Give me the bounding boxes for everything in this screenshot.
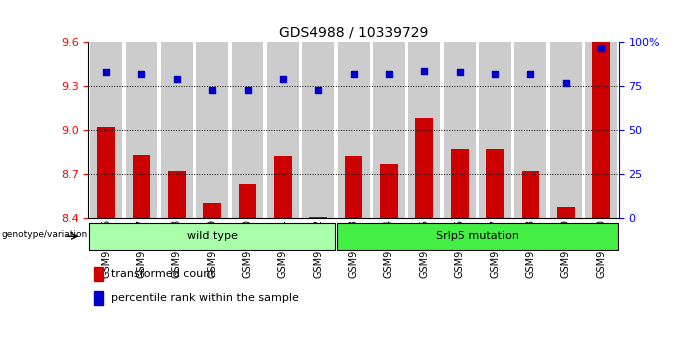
Bar [168,171,186,218]
Text: transformed count: transformed count [112,269,215,279]
Text: Srlp5 mutation: Srlp5 mutation [436,231,519,241]
Bar [90,42,122,218]
Point [101,69,112,75]
Bar [592,42,610,218]
Point [207,87,218,93]
Text: wild type: wild type [187,231,237,241]
Point [419,68,430,73]
Text: genotype/variation: genotype/variation [2,230,88,239]
Bar [486,149,504,218]
Bar [444,42,475,218]
Bar [232,42,263,218]
Point [313,87,324,93]
Bar [239,184,256,218]
Point [171,76,182,82]
Bar [203,203,221,218]
Bar [479,42,511,218]
Point [384,71,394,77]
Bar [585,42,617,218]
Bar [550,42,581,218]
Bar [451,149,469,218]
Point [454,69,465,75]
Bar [274,156,292,218]
FancyBboxPatch shape [89,223,335,250]
Point [277,76,288,82]
Bar [97,127,115,218]
FancyBboxPatch shape [337,223,618,250]
Point [525,71,536,77]
Bar [267,42,299,218]
Bar [380,164,398,218]
Text: percentile rank within the sample: percentile rank within the sample [112,293,299,303]
Bar [373,42,405,218]
Point [242,87,253,93]
Bar [303,42,334,218]
Bar [309,217,327,218]
Bar [94,291,103,305]
Point [136,71,147,77]
Bar [415,119,433,218]
Bar [345,156,362,218]
Point [348,71,359,77]
Bar [133,155,150,218]
Bar [515,42,546,218]
Bar [409,42,440,218]
Bar [197,42,228,218]
Bar [161,42,192,218]
Title: GDS4988 / 10339729: GDS4988 / 10339729 [279,26,428,40]
Bar [126,42,157,218]
Bar [522,171,539,218]
Point [490,71,500,77]
Bar [338,42,369,218]
Bar [557,207,575,218]
Point [596,45,607,51]
Point [560,80,571,86]
Bar [94,267,103,281]
